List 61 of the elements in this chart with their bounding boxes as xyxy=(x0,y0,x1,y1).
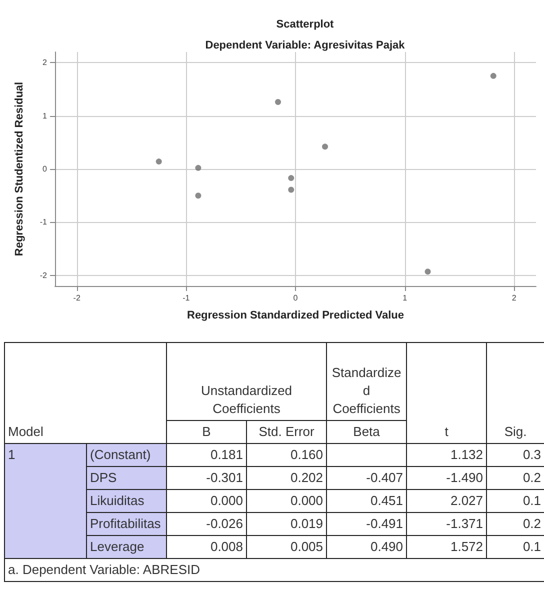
text: 0.1 xyxy=(486,490,544,512)
point xyxy=(288,186,294,193)
point xyxy=(275,98,282,105)
text: Beta xyxy=(326,420,407,444)
text: 0.2 xyxy=(486,512,544,536)
text: t xyxy=(406,342,487,444)
text: (Constant) xyxy=(86,444,167,466)
text: 0.451 xyxy=(326,490,407,512)
x-axis-title: Regression Standardized Predicted Value xyxy=(186,310,404,322)
y-axis-title: Regression Studentized Residual xyxy=(14,82,26,256)
text: 0.1 xyxy=(486,536,544,558)
text: Model xyxy=(4,342,167,444)
text: 0.3 xyxy=(486,444,544,466)
text: Standardized Coefficients xyxy=(326,342,407,420)
text: Leverage xyxy=(86,536,167,558)
text: Std. Error xyxy=(246,420,327,444)
text: DPS xyxy=(86,466,167,490)
x-tick-label: -2 xyxy=(73,294,81,302)
text: Likuiditas xyxy=(86,490,167,512)
chart-subtitle: Dependent Variable: Agresivitas Pajak xyxy=(205,40,406,52)
y-tick-label: 0 xyxy=(42,164,48,174)
y-tick-label: 1 xyxy=(42,111,48,120)
x-tick-label: 1 xyxy=(402,294,408,302)
point xyxy=(288,175,294,182)
text: 0.490 xyxy=(326,536,407,558)
x-tick-label: -1 xyxy=(182,294,190,302)
text: 1.572 xyxy=(406,536,487,558)
y-tick-label: 2 xyxy=(42,58,48,68)
point xyxy=(490,72,496,79)
text: -0.407 xyxy=(326,466,407,490)
text: a. Dependent Variable: ABRESID xyxy=(4,558,544,582)
text: 2.027 xyxy=(406,490,487,512)
y-tick-label: -1 xyxy=(40,218,48,227)
point xyxy=(156,158,162,165)
text: 0.008 xyxy=(166,536,247,558)
point xyxy=(195,192,202,199)
text: 0.019 xyxy=(246,512,327,536)
point xyxy=(195,164,202,171)
text: 1.132 xyxy=(406,444,487,466)
text: Unstandardized Coefficients xyxy=(166,342,327,420)
text: -1.490 xyxy=(406,466,487,490)
text: -0.026 xyxy=(166,512,247,536)
text: 0.005 xyxy=(246,536,327,558)
text: -0.491 xyxy=(326,512,407,536)
x-tick-label: 0 xyxy=(293,294,298,302)
text: -0.301 xyxy=(166,466,247,490)
text: -1.371 xyxy=(406,512,487,536)
text: 0.160 xyxy=(246,444,327,466)
text: 0.202 xyxy=(246,466,327,490)
text: B xyxy=(166,420,247,444)
text: 0.000 xyxy=(166,490,247,512)
text: 0.2 xyxy=(486,466,544,490)
text: 0.000 xyxy=(246,490,327,512)
x-tick-label: 2 xyxy=(512,294,517,302)
text: 0.181 xyxy=(166,444,247,466)
chart-title: Scatterplot xyxy=(276,18,334,30)
text: Sig. xyxy=(486,342,544,444)
point xyxy=(322,144,328,150)
text: Profitabilitas xyxy=(86,512,167,536)
y-tick-label: -2 xyxy=(40,270,48,280)
point xyxy=(424,268,431,275)
